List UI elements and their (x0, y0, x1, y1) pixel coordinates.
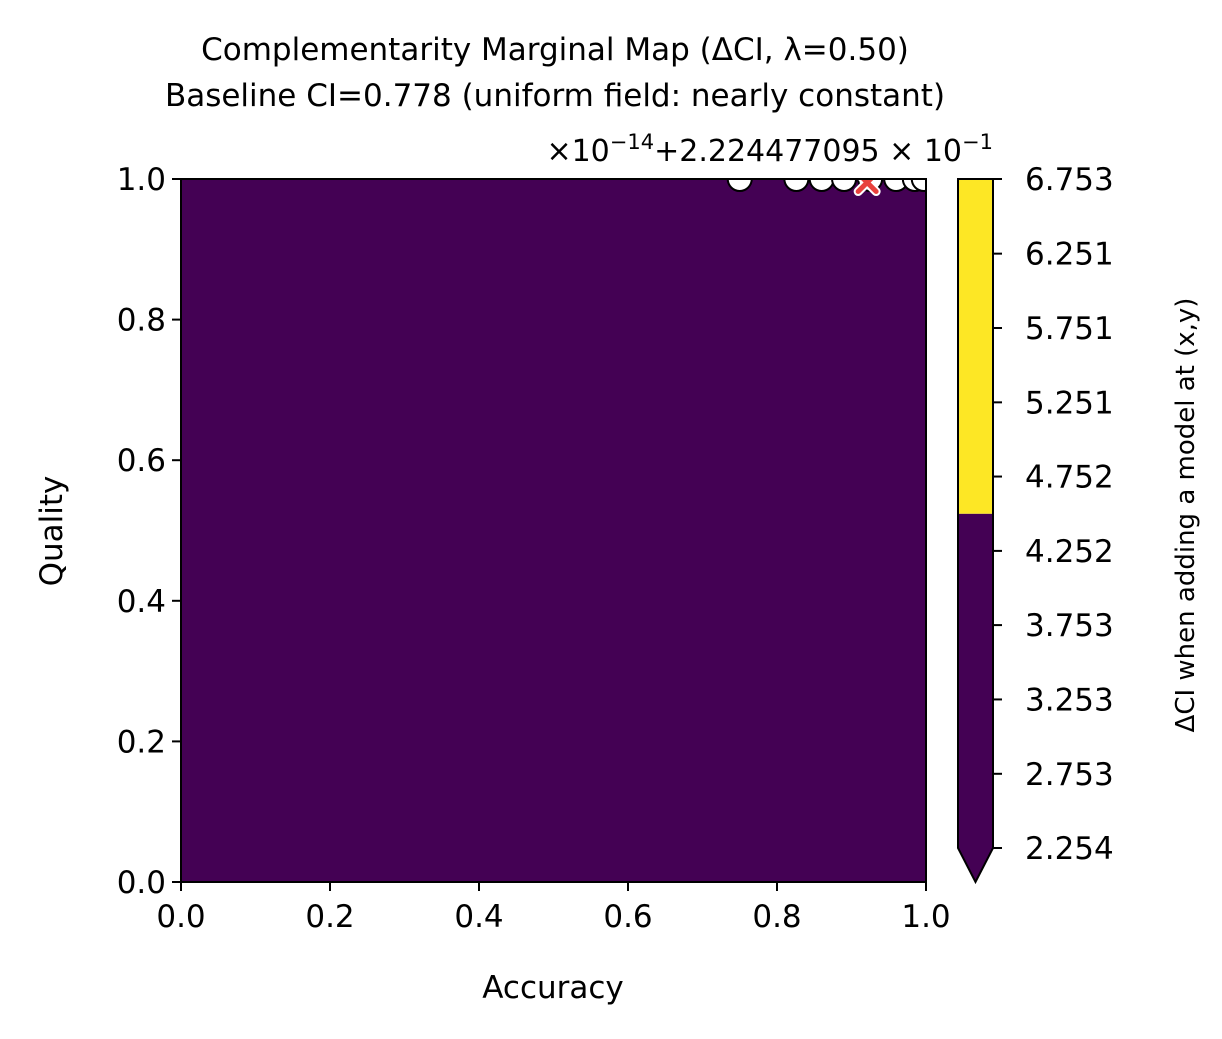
model-markers (726, 179, 926, 197)
offset-middle: +2.224477095 × 10 (654, 134, 962, 169)
colorbar-band (958, 513, 993, 848)
plot-area: 0.0 0.2 0.4 0.6 0.8 1.0 0.0 0.2 0.4 0.6 0.8 1.0 (117, 162, 951, 935)
x-tick-label: 0.0 (156, 899, 205, 935)
colorbar-band (958, 179, 993, 514)
offset-exp-1: −14 (610, 130, 654, 154)
x-tick-label: 1.0 (901, 899, 950, 935)
existing-model-marker (726, 179, 753, 192)
colorbar-tick-label: 4.752 (1025, 460, 1114, 496)
colorbar-tick-label: 6.753 (1025, 162, 1114, 198)
y-tick-label: 0.8 (117, 303, 166, 339)
best-point-marker (853, 179, 881, 197)
existing-model-marker (831, 179, 858, 192)
existing-model-marker (783, 179, 810, 192)
x-axis: 0.0 0.2 0.4 0.6 0.8 1.0 (156, 882, 951, 935)
colorbar-tick-label: 3.253 (1025, 682, 1114, 718)
heatmap-field (181, 179, 926, 882)
colorbar: 2.254 2.753 3.253 3.753 4.252 4.752 5.251 5.751… (957, 162, 1114, 885)
plot-frame (180, 178, 927, 883)
offset-exp-2: −1 (962, 130, 993, 154)
x-tick-label: 0.8 (752, 899, 801, 935)
colorbar-extend-min (958, 848, 993, 882)
y-axis: 0.0 0.2 0.4 0.6 0.8 1.0 (117, 162, 181, 901)
colorbar-tick-label: 2.254 (1025, 831, 1114, 867)
chart-title: Complementarity Marginal Map (ΔCI, λ=0.5… (201, 32, 909, 68)
offset-text: ×10−14+2.224477095 × 10−1 (546, 130, 993, 169)
colorbar-tick-label: 4.252 (1025, 534, 1114, 570)
y-axis-label: Quality (34, 476, 70, 587)
chart-subtitle: Baseline CI=0.778 (uniform field: nearly… (165, 78, 945, 114)
y-tick-label: 0.4 (117, 584, 166, 620)
best-point-cross (855, 179, 879, 195)
colorbar-tick-label: 5.751 (1025, 311, 1114, 347)
x-tick-label: 0.4 (454, 899, 503, 935)
colorbar-tick-label: 2.753 (1025, 757, 1114, 793)
y-tick-label: 0.2 (117, 724, 166, 760)
x-axis-label: Accuracy (482, 970, 624, 1006)
colorbar-label: ΔCI when adding a model at (x,y) (1171, 298, 1201, 733)
existing-model-marker (808, 179, 835, 192)
existing-model-marker (910, 179, 926, 192)
offset-prefix: ×10 (546, 134, 609, 169)
y-tick-label: 1.0 (117, 162, 166, 198)
x-tick-label: 0.2 (305, 899, 354, 935)
x-tick-label: 0.6 (603, 899, 652, 935)
y-tick-label: 0.0 (117, 865, 166, 901)
colorbar-tick-label: 5.251 (1025, 385, 1114, 421)
colorbar-tick-label: 3.753 (1025, 608, 1114, 644)
colorbar-outline (957, 178, 994, 885)
y-tick-label: 0.6 (117, 443, 166, 479)
colorbar-tick-label: 6.251 (1025, 237, 1114, 273)
